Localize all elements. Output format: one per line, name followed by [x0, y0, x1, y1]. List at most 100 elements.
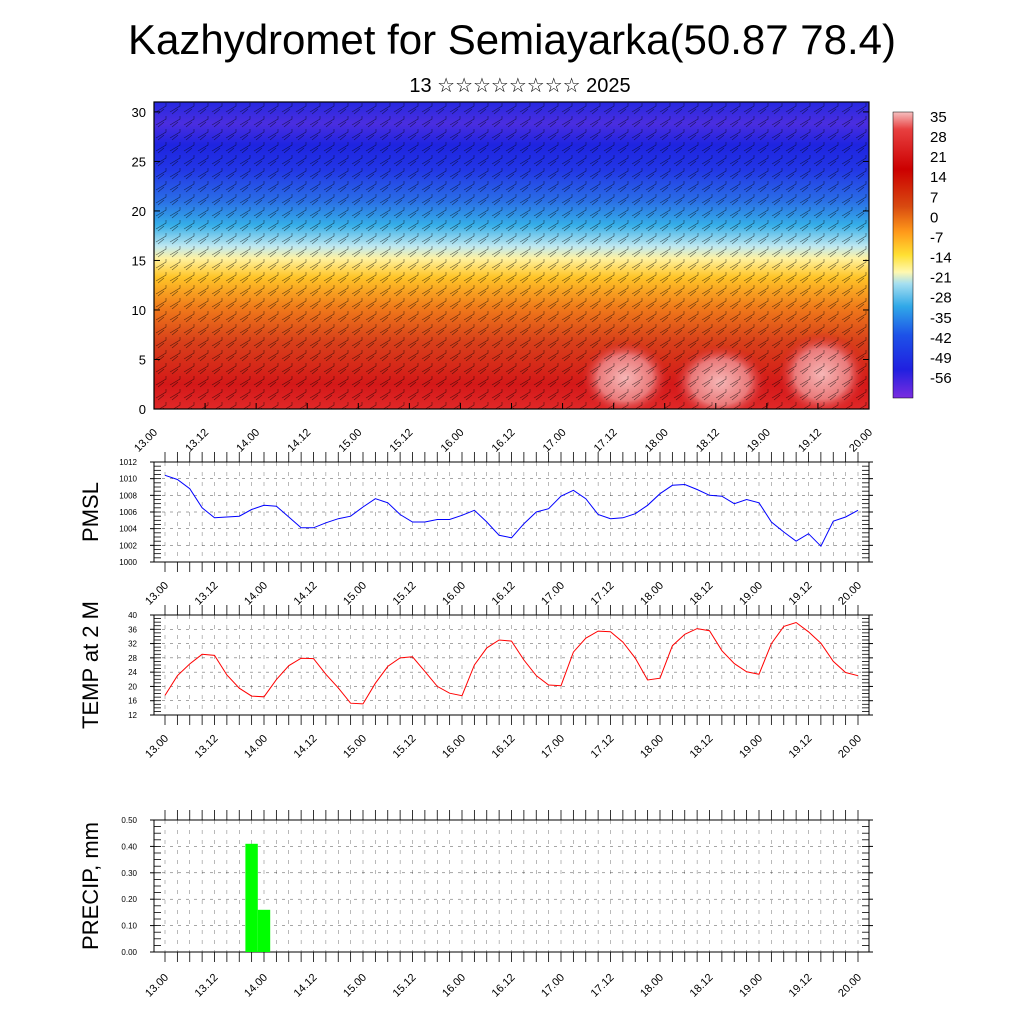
y-tick-label: 1000: [119, 558, 137, 567]
y-tick-label: 0.00: [121, 948, 137, 957]
x-tick-label: 17.12: [589, 972, 617, 1000]
colorbar-label: -28: [930, 290, 952, 307]
y-tick-label: 28: [128, 654, 137, 663]
y-tick-label: 1006: [119, 508, 137, 517]
y-tick-label: 12: [128, 711, 137, 720]
y-tick-label: 1008: [119, 491, 137, 500]
y-tick-label: 30: [132, 105, 146, 120]
heatmap-x-axis: 13.00 13.12 14.00 14.12 15.00 15.12 16.00 16.12…: [132, 403, 875, 455]
y-tick-label: 20: [132, 204, 146, 219]
wind-barbs-overlay: [154, 102, 869, 409]
x-tick-label: 17.12: [592, 427, 620, 455]
x-tick-label: 14.00: [242, 733, 270, 761]
y-tick-label: 0.50: [121, 816, 137, 825]
heatmap-y-axis: 0 5 10 15 20 25 30: [132, 105, 869, 417]
y-tick-label: 1010: [119, 475, 137, 484]
y-tick-label: 20: [128, 682, 137, 691]
y-tick-label: 0.10: [121, 922, 137, 931]
y-tick-label: 25: [132, 154, 146, 169]
x-tick-label: 17.00: [539, 972, 567, 1000]
y-tick-label: 0.40: [121, 842, 137, 851]
colorbar-label: 14: [930, 169, 947, 186]
x-tick-label: 16.12: [490, 733, 518, 761]
x-tick-label: 17.12: [589, 580, 617, 608]
x-tick-label: 13.00: [143, 580, 171, 608]
temp-panel: 12 16 20 24 28 32 36 40 13.00 13.12 14.00 14.12 15.0…: [78, 601, 873, 761]
y-tick-label: 1012: [119, 458, 137, 467]
y-tick-label: 0.30: [121, 869, 137, 878]
colorbar-label: -21: [930, 270, 952, 287]
x-tick-label: 18.12: [688, 972, 716, 1000]
x-tick-label: 14.00: [234, 427, 262, 455]
x-tick-label: 13.00: [132, 427, 160, 455]
x-tick-label: 19.12: [787, 733, 815, 761]
colorbar-label: 0: [930, 209, 938, 226]
x-tick-label: 20.00: [836, 580, 864, 608]
x-tick-label: 18.00: [643, 427, 671, 455]
x-tick-label: 14.12: [285, 427, 313, 455]
x-tick-label: 18.12: [694, 427, 722, 455]
pmsl-panel: 1000 1002 1004 1006 1008 1010 1012 13.00 13.12 14…: [78, 452, 873, 608]
y-tick-label: 16: [128, 697, 137, 706]
x-tick-label: 13.12: [183, 427, 211, 455]
x-tick-label: 20.00: [836, 972, 864, 1000]
heatmap-hot-regions: [154, 102, 869, 409]
colorbar-label: 35: [930, 109, 947, 126]
x-tick-label: 16.00: [440, 733, 468, 761]
x-tick-label: 13.00: [143, 972, 171, 1000]
colorbar: 35 28 21 14 7 0 -7 -14 -21 -28 -35 -42 -49 -56: [892, 109, 952, 399]
temp-series-line: [164, 621, 859, 705]
x-tick-label: 18.00: [638, 972, 666, 1000]
colorbar-labels: 35 28 21 14 7 0 -7 -14 -21 -28 -35 -42 -49 -56: [930, 109, 952, 387]
x-tick-label: 19.12: [796, 427, 824, 455]
x-tick-label: 13.12: [193, 972, 221, 1000]
x-tick-label: 19.00: [745, 427, 773, 455]
x-tick-label: 19.12: [787, 580, 815, 608]
x-tick-label: 14.00: [242, 580, 270, 608]
x-tick-label: 19.12: [787, 972, 815, 1000]
colorbar-label: -35: [930, 310, 952, 327]
y-axis-label: PRECIP, mm: [78, 822, 103, 950]
x-tick-label: 16.12: [490, 427, 518, 455]
colorbar-label: -14: [930, 250, 952, 267]
x-tick-label: 17.12: [589, 733, 617, 761]
colorbar-label: -7: [930, 229, 943, 246]
page-title: Kazhydromet for Semiayarka(50.87 78.4): [127, 16, 897, 63]
x-tick-label: 20.00: [836, 733, 864, 761]
x-tick-label: 18.12: [688, 733, 716, 761]
pmsl-series-line: [164, 474, 859, 548]
y-tick-label: 40: [128, 611, 137, 620]
page-subtitle: 13 ☆☆☆☆☆☆☆☆ 2025: [409, 75, 631, 97]
y-tick-label: 24: [128, 668, 137, 677]
x-tick-label: 14.12: [292, 972, 320, 1000]
x-tick-label: 18.00: [638, 733, 666, 761]
x-tick-label: 15.00: [336, 427, 364, 455]
x-tick-label: 13.00: [143, 733, 171, 761]
x-tick-label: 13.12: [193, 580, 221, 608]
x-tick-label: 19.00: [737, 733, 765, 761]
x-tick-label: 16.00: [440, 972, 468, 1000]
x-tick-label: 16.12: [490, 972, 518, 1000]
y-tick-label: 32: [128, 640, 137, 649]
y-axis-label: PMSL: [78, 482, 103, 542]
colorbar-ramp: [892, 111, 914, 399]
y-tick-label: 5: [139, 352, 146, 367]
x-tick-label: 15.12: [391, 733, 419, 761]
x-tick-label: 13.12: [193, 733, 221, 761]
x-tick-label: 19.00: [737, 580, 765, 608]
x-tick-label: 19.00: [737, 972, 765, 1000]
precip-panel: 0.00 0.10 0.20 0.30 0.40 0.50 13.00 13.12 14.00 1…: [78, 810, 873, 1000]
x-tick-label: 16.12: [490, 580, 518, 608]
y-tick-label: 1002: [119, 541, 137, 550]
x-tick-label: 15.00: [341, 972, 369, 1000]
colorbar-label: 28: [930, 129, 947, 146]
x-tick-label: 14.00: [242, 972, 270, 1000]
colorbar-label: -49: [930, 350, 952, 367]
x-tick-label: 20.00: [847, 427, 875, 455]
x-tick-label: 15.12: [391, 972, 419, 1000]
y-axis-label: TEMP at 2 M: [78, 601, 103, 729]
x-tick-label: 16.00: [440, 580, 468, 608]
y-tick-label: 1004: [119, 525, 137, 534]
x-tick-label: 18.12: [688, 580, 716, 608]
